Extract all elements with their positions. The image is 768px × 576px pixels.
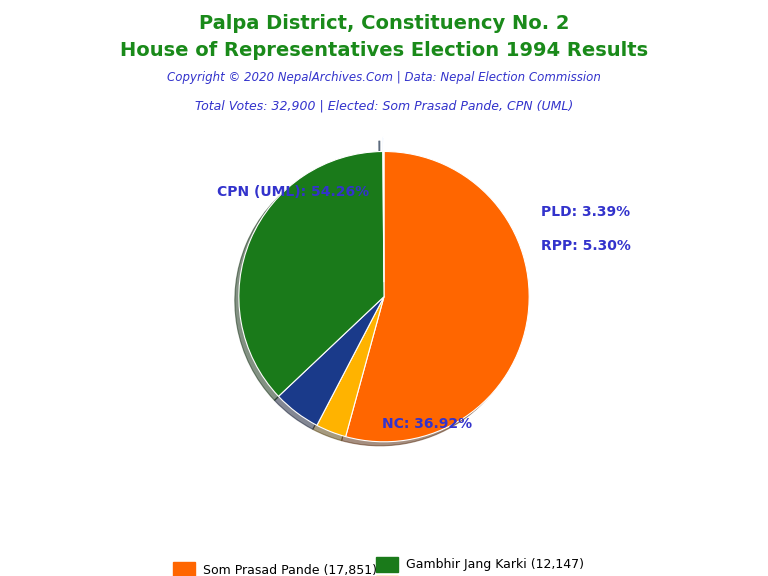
Text: PLD: 3.39%: PLD: 3.39% (541, 206, 630, 219)
Text: Palpa District, Constituency No. 2: Palpa District, Constituency No. 2 (199, 14, 569, 33)
Wedge shape (239, 151, 384, 396)
Text: House of Representatives Election 1994 Results: House of Representatives Election 1994 R… (120, 41, 648, 60)
Wedge shape (346, 151, 529, 442)
Wedge shape (382, 137, 384, 282)
Text: NC: 36.92%: NC: 36.92% (382, 418, 472, 431)
Wedge shape (317, 297, 384, 437)
Legend: Gambhir Jang Karki (12,147), Devendra Raj Pande (1,116): Gambhir Jang Karki (12,147), Devendra Ra… (376, 557, 584, 576)
Text: CPN (UML): 54.26%: CPN (UML): 54.26% (217, 185, 369, 199)
Wedge shape (279, 297, 384, 425)
Text: RPP: 5.30%: RPP: 5.30% (541, 239, 631, 253)
Text: Copyright © 2020 NepalArchives.Com | Data: Nepal Election Commission: Copyright © 2020 NepalArchives.Com | Dat… (167, 71, 601, 85)
Text: Total Votes: 32,900 | Elected: Som Prasad Pande, CPN (UML): Total Votes: 32,900 | Elected: Som Prasa… (195, 99, 573, 112)
